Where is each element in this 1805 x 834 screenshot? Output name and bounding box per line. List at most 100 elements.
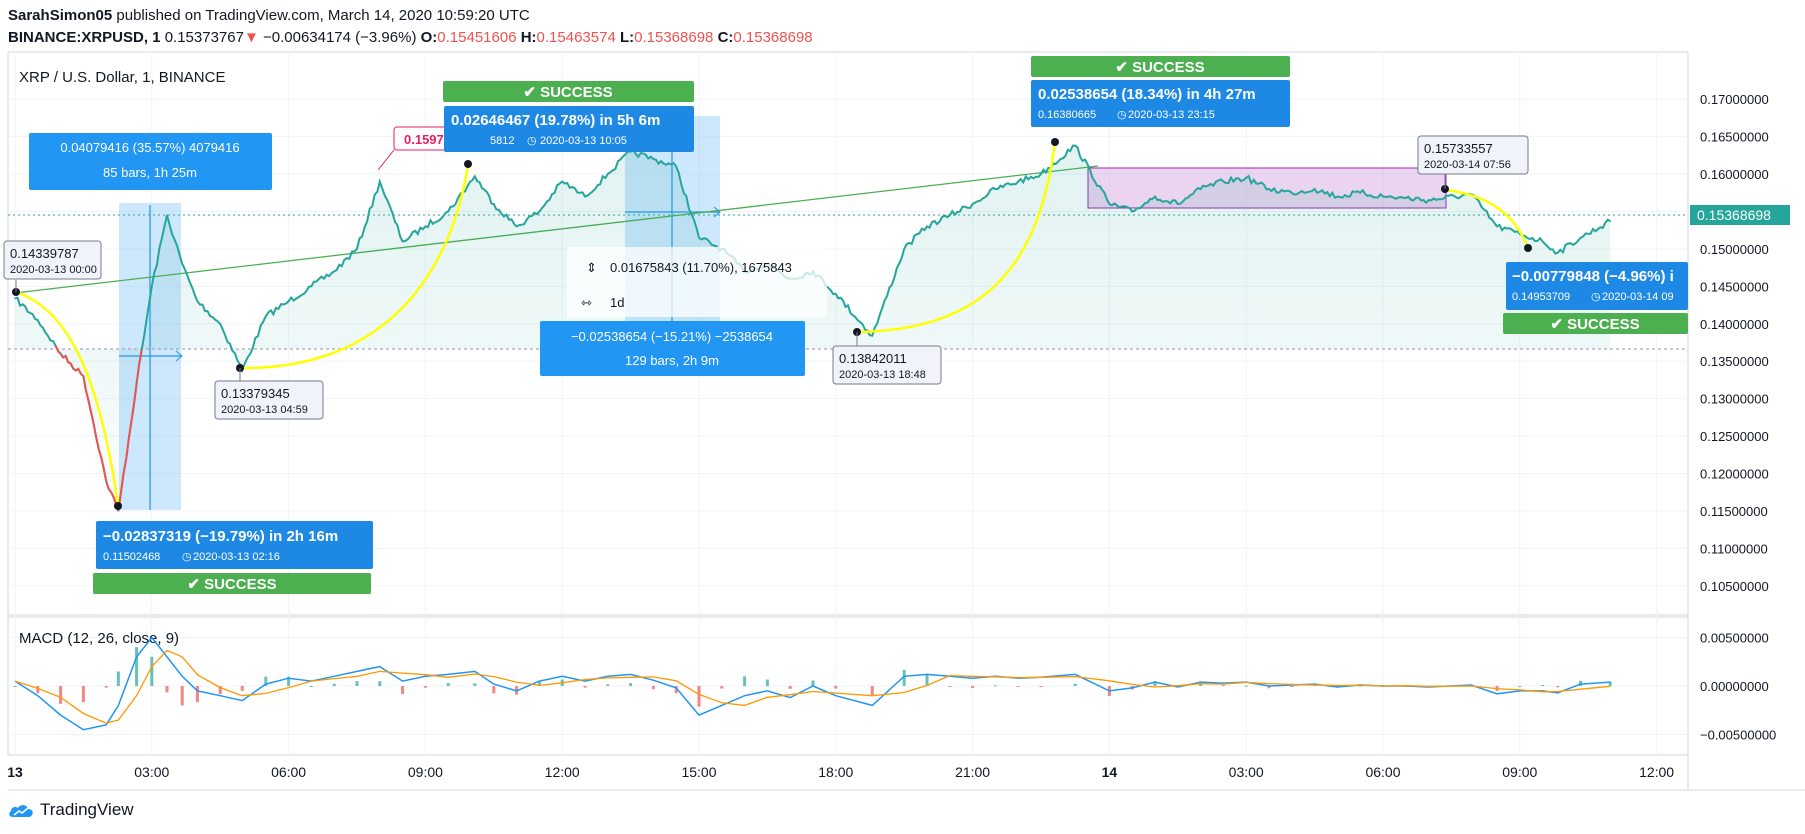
price-point (607, 173, 609, 175)
macd-histogram-bar (720, 686, 724, 689)
forecast-2[interactable]: ✔ SUCCESS 0.02646467 (19.78%) in 5h 6m 5… (443, 81, 694, 152)
down-arrow-icon: ▼ (243, 29, 259, 46)
annotation-low-2[interactable]: 0.13842011 2020-03-13 18:48 (832, 332, 942, 385)
price-point (561, 180, 563, 183)
macd-histogram-bar (834, 686, 838, 689)
annotation-price: 0.13842011 (839, 351, 907, 366)
time-axis-labels[interactable]: 13 03:00 06:00 09:00 12:00 15:00 18:00 21:00 14 0… (7, 764, 1674, 780)
price-point (37, 319, 39, 321)
macd-axis-labels[interactable]: 0.00500000 0.00000000 −0.00500000 (1700, 630, 1776, 742)
price-point (1245, 177, 1247, 179)
annotation-time: 2020-03-13 18:48 (839, 369, 926, 381)
svg-text:85 bars, 1h 25m: 85 bars, 1h 25m (103, 165, 197, 180)
macd-histogram-bar (492, 686, 496, 694)
success-badge: ✔ SUCCESS (523, 84, 612, 101)
projection-curve-3[interactable] (856, 141, 1057, 334)
time-tick: 21:00 (955, 764, 990, 780)
macd-histogram-bar (59, 686, 63, 704)
macd-histogram-bar (264, 676, 268, 686)
time-tick: 15:00 (681, 764, 716, 780)
price-point (515, 225, 518, 228)
svg-text:−0.00779848 (−4.96%) i: −0.00779848 (−4.96%) i (1512, 268, 1674, 285)
macd-histogram-bar (1039, 686, 1043, 687)
macd-histogram-bar (1073, 683, 1077, 686)
price-point (1579, 236, 1582, 239)
annotation-time: 2020-03-13 00:00 (10, 264, 97, 276)
price-point (994, 188, 997, 190)
forecast-4[interactable]: −0.00779848 (−4.96%) i 0.14953709 ◷ 2020… (1503, 262, 1688, 334)
price-point (117, 510, 120, 512)
projection-curve-4[interactable] (1444, 188, 1530, 249)
author-name[interactable]: SarahSimon05 (8, 7, 113, 24)
anchor-dot (464, 160, 472, 168)
measure-callout-1[interactable]: 0.04079416 (35.57%) 4079416 85 bars, 1h … (29, 133, 272, 190)
price-change: −0.00634174 (−3.96%) (262, 29, 417, 46)
price-point (1291, 192, 1293, 194)
price-point (1359, 192, 1361, 194)
macd-histogram-bar (1608, 681, 1612, 686)
svg-text:5812: 5812 (490, 135, 514, 147)
projection-curve-2[interactable] (239, 164, 470, 370)
price-axis-labels[interactable]: 0.170000000.165000000.160000000.15500000… (1700, 92, 1769, 594)
time-tick: 13 (7, 764, 23, 780)
clock-icon: ◷ (1591, 291, 1601, 303)
macd-histogram-bar (993, 685, 997, 687)
svg-text:1d: 1d (610, 295, 624, 310)
last-price: 0.15373767 (164, 29, 244, 46)
high-label: H: (520, 29, 537, 46)
annotation-start[interactable]: 0.14339787 2020-03-13 00:00 (3, 240, 102, 292)
price-point (287, 300, 290, 303)
forecast-3[interactable]: ✔ SUCCESS 0.02538654 (18.34%) in 4h 27m … (1031, 56, 1290, 127)
footer-brand[interactable]: TradingView (8, 800, 134, 820)
annotation-time: 2020-03-13 04:59 (221, 404, 308, 416)
price-point (14, 297, 16, 300)
macd-histogram-bar (355, 681, 359, 686)
macd-histogram-bar (870, 686, 874, 696)
svg-text:0.11502468: 0.11502468 (103, 551, 160, 563)
price-point (265, 315, 267, 318)
macd-histogram-bar (1244, 685, 1248, 687)
price-point (59, 352, 62, 355)
svg-text:2020-03-13 10:05: 2020-03-13 10:05 (540, 135, 627, 147)
macd-histogram-bar (287, 676, 291, 686)
price-point (379, 180, 381, 183)
forecast-1[interactable]: −0.02837319 (−19.79%) in 2h 16m 0.115024… (93, 521, 373, 594)
annotation-low-1[interactable]: 0.13379345 2020-03-13 04:59 (214, 368, 324, 420)
published-text: published on TradingView.com, March 14, … (116, 7, 530, 24)
measure-callout-2[interactable]: −0.02538654 (−15.21%) −2538654 129 bars,… (540, 321, 805, 376)
macd-tick: 0.00000000 (1700, 679, 1769, 694)
svg-text:2020-03-13 23:15: 2020-03-13 23:15 (1128, 109, 1215, 121)
price-tick: 0.14500000 (1700, 279, 1769, 294)
price-point (447, 210, 450, 213)
symbol-line: BINANCE:XRPUSD, 1 0.15373767▼ −0.0063417… (8, 29, 813, 46)
price-point (356, 248, 358, 250)
macd-histogram-bar (104, 686, 108, 688)
date-range-info[interactable]: ⇕ 0.01675843 (11.70%), 1675843 ⇿ 1d (567, 247, 827, 317)
macd-histogram-bar (606, 684, 610, 686)
low-value: 0.15368698 (634, 29, 714, 46)
time-tick: 06:00 (271, 764, 306, 780)
price-point (82, 375, 85, 378)
svg-text:2020-03-13 02:16: 2020-03-13 02:16 (193, 551, 280, 563)
price-point (105, 480, 107, 482)
svg-text:0.01675843 (11.70%), 1675843: 0.01675843 (11.70%), 1675843 (610, 260, 792, 275)
price-point (1405, 197, 1407, 199)
macd-histogram-bar (1556, 686, 1560, 688)
price-point (971, 203, 974, 205)
price-tick: 0.10500000 (1700, 579, 1769, 594)
price-tick: 0.16000000 (1700, 167, 1769, 182)
time-tick: 03:00 (1229, 764, 1264, 780)
price-tick: 0.11500000 (1700, 504, 1768, 519)
macd-histogram-bar (81, 686, 85, 703)
cloud-logo-icon (9, 805, 33, 817)
price-tick: 0.11000000 (1700, 541, 1768, 556)
macd-histogram-bar (332, 683, 336, 686)
macd-tick: −0.00500000 (1700, 728, 1776, 743)
projection-curve-1[interactable] (15, 290, 120, 506)
price-point (219, 323, 221, 325)
time-tick: 12:00 (1639, 764, 1674, 780)
annotation-high[interactable]: 0.15733557 2020-03-14 07:56 (1417, 135, 1529, 189)
price-point (949, 214, 951, 216)
last-price-tag: 0.15368698 (1690, 205, 1790, 225)
